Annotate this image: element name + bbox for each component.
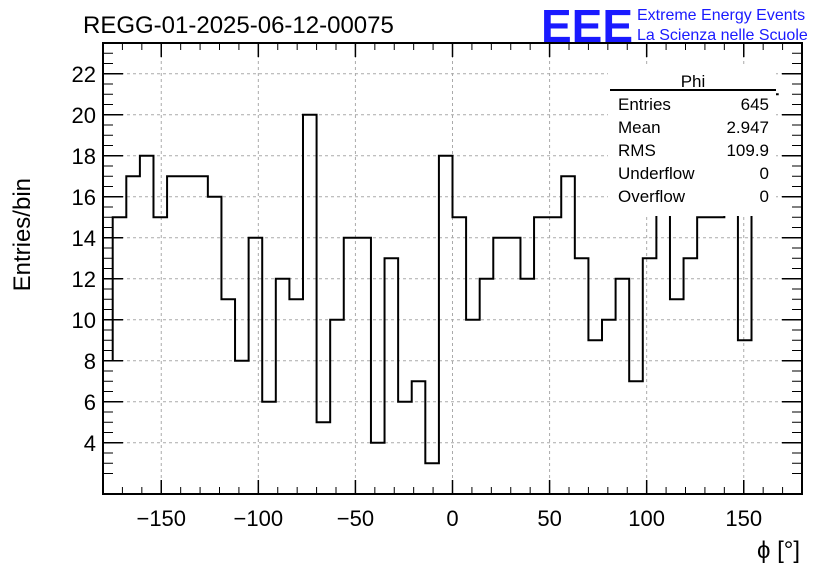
y-axis-label: Entries/bin xyxy=(9,178,36,291)
y-tick-label: 6 xyxy=(84,390,96,415)
y-tick-label: 22 xyxy=(72,62,96,87)
stats-label: Entries xyxy=(618,95,671,114)
brand-line-1: Extreme Energy Events xyxy=(637,7,805,24)
x-tick-label: −100 xyxy=(234,506,284,531)
y-tick-label: 20 xyxy=(72,103,96,128)
x-tick-label: 100 xyxy=(628,506,665,531)
eee-logo-text: EEE xyxy=(541,0,633,52)
y-tick-label: 10 xyxy=(72,308,96,333)
stats-label: Underflow xyxy=(618,164,695,183)
y-tick-label: 16 xyxy=(72,185,96,210)
stats-value: 645 xyxy=(741,95,769,114)
stats-value: 109.9 xyxy=(726,141,769,160)
stats-value: 2.947 xyxy=(726,118,769,137)
x-tick-label: 50 xyxy=(537,506,561,531)
x-tick-label: 150 xyxy=(725,506,762,531)
brand-line-2: La Scienza nelle Scuole xyxy=(637,27,808,44)
stats-rows: Entries 645 Mean 2.947 RMS 109.9 Underflow 0 Ove… xyxy=(618,95,769,206)
x-tick-label: −50 xyxy=(337,506,374,531)
stats-value: 0 xyxy=(760,187,769,206)
x-tick-label: 0 xyxy=(446,506,458,531)
x-axis-label: ϕ [°] xyxy=(757,537,800,564)
y-tick-label: 12 xyxy=(72,267,96,292)
plot-frame xyxy=(102,42,803,495)
y-tick-label: 14 xyxy=(72,226,96,251)
y-tick-label: 18 xyxy=(72,144,96,169)
stats-label: Overflow xyxy=(618,187,686,206)
axis-ticks: −150 −100 −50 0 50 100 150 4 6 8 10 12 14 16 18 20 22 xyxy=(72,43,803,531)
x-tick-label: −150 xyxy=(136,506,186,531)
stats-value: 0 xyxy=(760,164,769,183)
stats-label: Mean xyxy=(618,118,661,137)
eee-logo: EEE Extreme Energy Events La Scienza nel… xyxy=(541,0,808,52)
stats-label: RMS xyxy=(618,141,656,160)
chart-title: REGG-01-2025-06-12-00075 xyxy=(83,12,394,39)
stats-box: Phi Entries 645 Mean 2.947 RMS 109.9 Underflow… xyxy=(608,66,776,216)
y-tick-label: 4 xyxy=(84,431,96,456)
y-tick-label: 8 xyxy=(84,349,96,374)
stats-title: Phi xyxy=(681,72,706,91)
